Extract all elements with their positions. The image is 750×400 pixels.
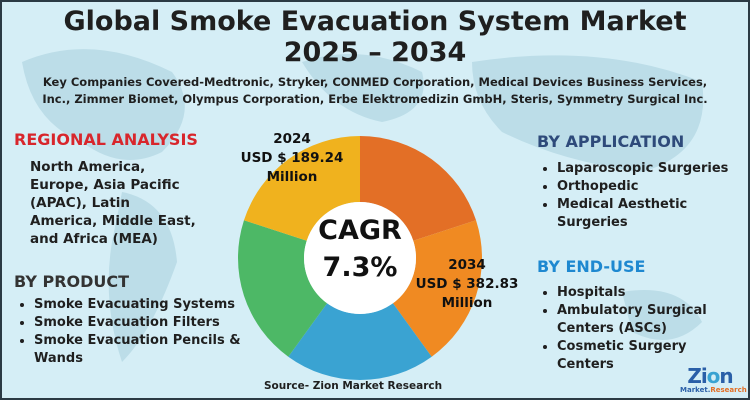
donut-segment [243, 136, 360, 241]
enduse-item: Cosmetic Surgery Centers [557, 338, 737, 374]
application-item: Medical Aesthetic Surgeries [557, 196, 747, 232]
zion-logo: Zion Market.Research [680, 364, 747, 394]
enduse-item: Ambulatory Surgical Centers (ASCs) [557, 302, 737, 338]
donut-segment [288, 303, 432, 381]
enduse-heading: BY END-USE [537, 257, 646, 276]
cagr-value: 7.3% [322, 252, 398, 283]
donut-segment [360, 136, 477, 241]
donut-segment [392, 220, 482, 357]
year-2034: 2034 [448, 257, 486, 273]
title-line-2: 2025 – 2034 [283, 37, 467, 68]
regional-line: Europe, Asia Pacific [30, 177, 180, 193]
product-item: Smoke Evacuation Pencils & Wands [34, 332, 254, 368]
product-heading: BY PRODUCT [14, 272, 130, 291]
cagr-center: CAGR 7.3% [302, 214, 418, 288]
value-2034: USD $ 382.83 [415, 276, 519, 292]
year-2024: 2024 [273, 131, 311, 147]
product-list: Smoke Evacuating SystemsSmoke Evacuation… [14, 296, 254, 368]
enduse-item: Hospitals [557, 284, 737, 302]
product-item: Smoke Evacuation Filters [34, 314, 254, 332]
regional-line: (APAC), Latin [30, 195, 131, 211]
application-heading: BY APPLICATION [537, 132, 685, 151]
unit-2034: Million [441, 295, 493, 311]
key-companies: Key Companies Covered-Medtronic, Stryker… [2, 74, 748, 108]
market-2024-label: 2024 USD $ 189.24 Million [232, 130, 352, 187]
regional-line: and Africa (MEA) [30, 231, 158, 247]
companies-line-1: Key Companies Covered-Medtronic, Stryker… [42, 75, 708, 89]
unit-2024: Million [266, 169, 318, 185]
title-line-1: Global Smoke Evacuation System Market [63, 6, 687, 37]
application-list: Laparoscopic SurgeriesOrthopedicMedical … [537, 160, 747, 232]
regional-list: North America, Europe, Asia Pacific (APAC)… [30, 158, 196, 248]
companies-line-2: Inc., Zimmer Biomet, Olympus Corporation… [42, 92, 708, 106]
regional-line: North America, [30, 159, 146, 175]
product-item: Smoke Evacuating Systems [34, 296, 254, 314]
cagr-label: CAGR [318, 215, 402, 246]
application-item: Laparoscopic Surgeries [557, 160, 747, 178]
regional-heading: REGIONAL ANALYSIS [14, 130, 198, 149]
regional-line: America, Middle East, [30, 213, 196, 229]
donut-center [304, 202, 416, 314]
application-item: Orthopedic [557, 178, 747, 196]
value-2024: USD $ 189.24 [240, 150, 344, 166]
market-2034-label: 2034 USD $ 382.83 Million [407, 256, 527, 313]
donut-segment [238, 220, 328, 357]
page-title: Global Smoke Evacuation System Market 20… [2, 6, 748, 68]
enduse-list: HospitalsAmbulatory Surgical Centers (AS… [537, 284, 737, 374]
source-note: Source- Zion Market Research [264, 380, 443, 392]
